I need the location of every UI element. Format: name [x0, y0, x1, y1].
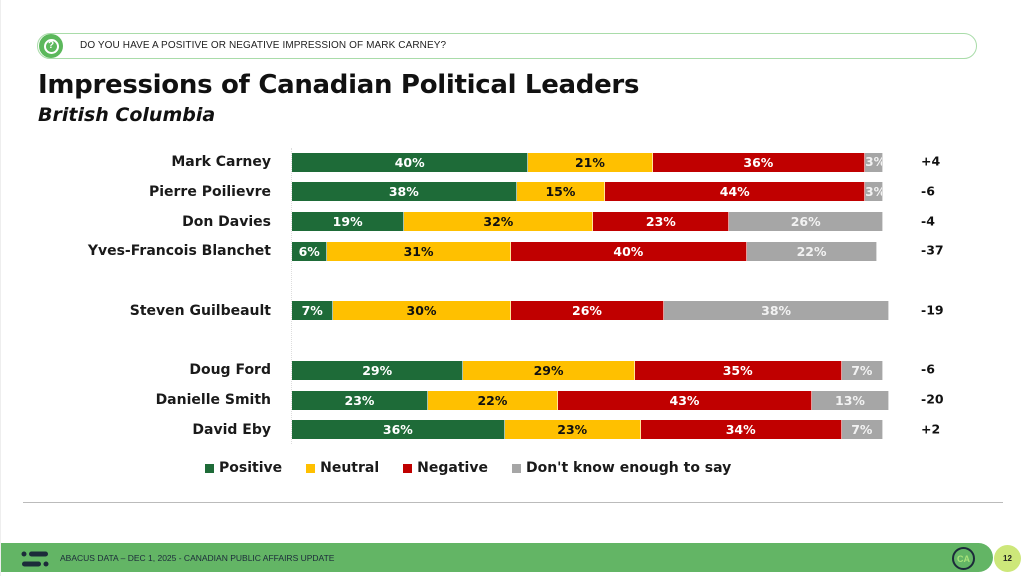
- bar-segment-neutral: 29%: [463, 360, 635, 380]
- ca-badge-icon: CA: [952, 547, 975, 570]
- bar-segment-dont-know: 38%: [664, 301, 889, 321]
- bar-segment-negative: 40%: [510, 241, 748, 261]
- bar-segment-neutral: 32%: [404, 212, 594, 232]
- legend-label-neutral: Neutral: [320, 460, 380, 476]
- bar-segment-positive: 19%: [292, 212, 405, 232]
- legend-swatch-positive: [205, 463, 214, 473]
- net-score: -4: [921, 213, 935, 229]
- legend-swatch-neutral: [306, 463, 316, 473]
- footer-divider: [23, 502, 1003, 503]
- bar-segment-positive: 23%: [292, 390, 428, 410]
- bar-segment-negative: 35%: [634, 360, 842, 380]
- footer-bar: [1, 543, 993, 572]
- legend-item-positive: Positive: [205, 460, 282, 476]
- category-label: Doug Ford: [189, 362, 271, 379]
- chart-title: Impressions of Canadian Political Leader…: [38, 70, 640, 100]
- bar-segment-positive: 29%: [292, 360, 464, 380]
- legend-label-dont-know: Don't know enough to say: [525, 460, 732, 476]
- legend-label-positive: Positive: [219, 460, 283, 476]
- category-label: Steven Guilbeault: [129, 302, 271, 319]
- bar-segment-negative: 43%: [557, 390, 813, 410]
- bar-segment-dont-know: 7%: [841, 360, 883, 380]
- bar-segment-neutral: 21%: [528, 152, 653, 172]
- net-score: -6: [921, 361, 935, 377]
- category-axis: [291, 148, 292, 444]
- category-label: Mark Carney: [171, 154, 271, 170]
- abacus-logo-icon: [21, 551, 49, 567]
- net-score: -6: [921, 183, 935, 199]
- legend-item-negative: Negative: [403, 460, 488, 476]
- bar-segment-positive: 36%: [292, 420, 505, 440]
- bar-segment-dont-know: 3%: [865, 152, 883, 172]
- bar-segment-negative: 44%: [605, 182, 866, 202]
- category-label: Pierre Poilievre: [148, 183, 271, 200]
- bar-segment-neutral: 22%: [427, 390, 558, 410]
- legend-swatch-dont-know: [511, 463, 521, 473]
- bar-segment-dont-know: 3%: [865, 182, 883, 202]
- bar-segment-negative: 36%: [652, 152, 866, 172]
- bar-segment-neutral: 15%: [516, 182, 606, 202]
- legend-item-neutral: Neutral: [306, 460, 379, 476]
- footer-text: ABACUS DATA – DEC 1, 2025 - CANADIAN PUB…: [60, 553, 335, 563]
- net-score: +2: [921, 421, 941, 437]
- bar-segment-negative: 34%: [640, 420, 842, 440]
- bar-segment-positive: 38%: [292, 182, 517, 202]
- page-number: 12: [994, 545, 1021, 572]
- question-banner: [37, 33, 977, 59]
- net-score: -20: [921, 391, 944, 407]
- net-score: -19: [921, 302, 944, 318]
- bar-segment-neutral: 23%: [504, 420, 641, 440]
- category-label: Yves-Francois Blanchet: [87, 243, 271, 260]
- bar-segment-positive: 6%: [292, 241, 328, 261]
- bar-segment-positive: 40%: [292, 152, 529, 172]
- bar-segment-negative: 23%: [593, 212, 730, 232]
- bar-segment-dont-know: 13%: [812, 390, 889, 410]
- question-icon: ?: [39, 34, 63, 58]
- category-label: Don Davies: [182, 213, 271, 230]
- category-label: David Eby: [192, 421, 271, 438]
- bar-segment-dont-know: 22%: [747, 241, 878, 261]
- bar-segment-neutral: 30%: [333, 301, 511, 321]
- legend: Positive Neutral Negative Don't know eno…: [205, 460, 755, 476]
- bar-segment-dont-know: 7%: [841, 420, 883, 440]
- net-score: +4: [921, 153, 941, 169]
- legend-label-negative: Negative: [417, 460, 488, 476]
- bar-segment-negative: 26%: [510, 301, 665, 321]
- bar-segment-positive: 7%: [292, 301, 334, 321]
- bar-segment-neutral: 31%: [327, 241, 511, 261]
- chart-subtitle: British Columbia: [38, 104, 216, 126]
- net-score: -37: [921, 242, 944, 258]
- legend-item-dont-know: Don't know enough to say: [511, 460, 732, 476]
- legend-swatch-negative: [403, 463, 413, 473]
- bar-segment-dont-know: 26%: [729, 212, 883, 232]
- category-label: Danielle Smith: [155, 392, 271, 408]
- question-text: DO YOU HAVE A POSITIVE OR NEGATIVE IMPRE…: [80, 40, 447, 51]
